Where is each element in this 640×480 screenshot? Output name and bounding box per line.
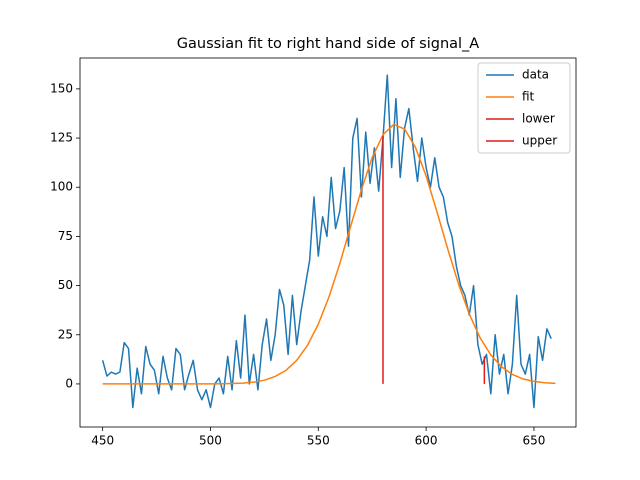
- x-tick-label: 550: [307, 434, 330, 448]
- chart-title: Gaussian fit to right hand side of signa…: [177, 36, 480, 52]
- legend-label: fit: [522, 90, 535, 104]
- legend-label: data: [522, 68, 549, 82]
- x-tick-label: 450: [91, 434, 114, 448]
- plot-frame: [79, 57, 577, 428]
- series-line: [102, 123, 556, 385]
- y-tick-label: 25: [58, 327, 73, 341]
- legend-label: upper: [522, 134, 557, 148]
- x-tick-label: 600: [415, 434, 438, 448]
- y-tick-label: 75: [58, 229, 73, 243]
- y-tick-label: 125: [50, 131, 73, 145]
- x-tick-label: 650: [522, 434, 545, 448]
- legend-box: [477, 62, 571, 154]
- y-tick-label: 50: [58, 278, 73, 292]
- y-tick-label: 150: [50, 81, 73, 95]
- x-tick-label: 500: [199, 434, 222, 448]
- series-line: [101, 74, 552, 409]
- y-tick-label: 0: [65, 376, 73, 390]
- y-tick-label: 100: [50, 180, 73, 194]
- legend-label: lower: [522, 112, 555, 126]
